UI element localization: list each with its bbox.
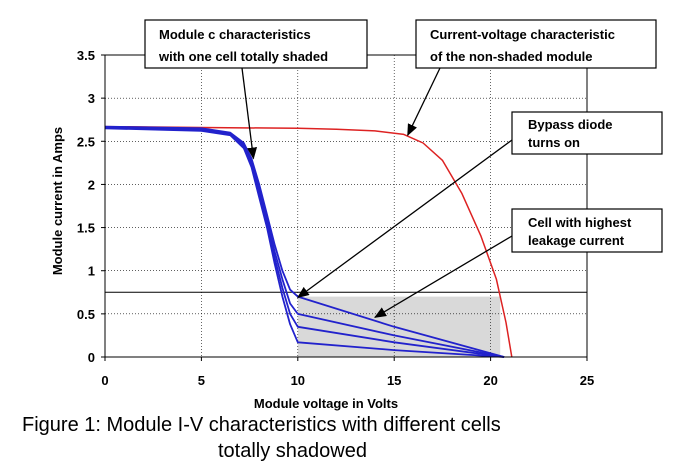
y-tick-label: 1 [88,264,95,279]
annotation-callout: Bypass diode turns on [296,111,663,299]
figure-caption-line-2: totally shadowed [218,440,367,462]
axis-ticks: 0 5 10 15 20 25 0 0.5 1 1.5 2 2.5 3 3.5 [77,48,594,388]
annotation-callout: Module c characteristics with one cell to… [144,19,368,160]
series-non-shaded-line [104,125,513,358]
figure-caption-line-1: Figure 1: Module I-V characteristics wit… [22,414,501,436]
y-axis-label: Module current in Amps [50,127,65,275]
annotation-callout: Current-voltage characteristic of the non… [407,19,657,137]
annotation-box [511,208,663,253]
annotation-box [144,19,368,69]
annotation-box [511,111,663,155]
annotation-text: turns on [528,135,580,150]
annotation-text: Current-voltage characteristic [430,27,615,42]
y-tick-label: 3.5 [77,48,95,63]
annotation-arrow [296,139,513,299]
y-tick-label: 0 [88,350,95,365]
annotation-text: Bypass diode [528,117,613,132]
annotation-callout: Cell with highest leakage current [374,208,663,318]
annotation-text: Module c characteristics [159,27,311,42]
annotation-arrow [407,67,441,137]
x-tick-label: 25 [580,373,594,388]
y-tick-label: 3 [88,91,95,106]
y-tick-label: 2.5 [77,134,95,149]
x-tick-label: 20 [483,373,497,388]
y-tick-label: 0.5 [77,307,95,322]
annotation-arrow [374,235,513,318]
annotation-arrow [241,67,258,160]
x-tick-label: 15 [387,373,401,388]
x-tick-label: 10 [291,373,305,388]
x-axis-label: Module voltage in Volts [254,396,398,411]
annotations: Module c characteristics with one cell to… [144,19,663,318]
annotation-text: of the non-shaded module [430,49,593,64]
chart-grid [105,55,587,357]
series-shaded-line [104,127,505,358]
x-tick-label: 0 [101,373,108,388]
y-tick-label: 1.5 [77,221,95,236]
x-tick-label: 5 [198,373,205,388]
annotation-text: leakage current [528,233,625,248]
annotation-text: with one cell totally shaded [158,49,328,64]
annotation-box [415,19,657,69]
annotation-text: Cell with highest [528,215,632,230]
y-tick-label: 2 [88,177,95,192]
